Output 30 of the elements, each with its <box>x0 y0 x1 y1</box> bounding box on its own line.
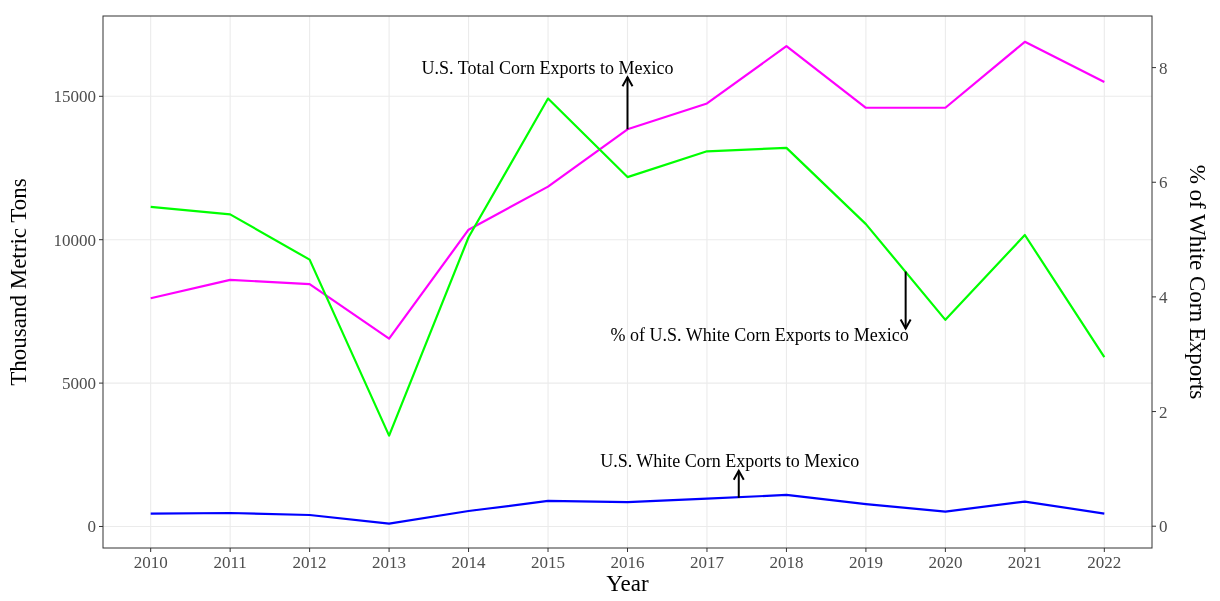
x-tick-label: 2010 <box>133 553 168 572</box>
x-tick-label: 2021 <box>1007 553 1042 572</box>
y-tick-label: 10000 <box>53 230 96 250</box>
x-tick-label: 2016 <box>610 553 645 572</box>
y-tick-label: 15000 <box>53 87 96 107</box>
annotation: U.S. White Corn Exports to Mexico <box>600 450 860 471</box>
x-tick-label: 2011 <box>213 553 247 572</box>
x-tick-label: 2017 <box>689 553 725 572</box>
line-series <box>149 493 1106 525</box>
x-tick-label: 2022 <box>1087 553 1122 572</box>
x-tick-label: 2019 <box>848 553 883 572</box>
y2-tick-label: 4 <box>1159 287 1168 307</box>
y-tick-label: 0 <box>87 517 96 537</box>
x-tick-label: 2013 <box>372 553 407 572</box>
x-tick-label: 2012 <box>292 553 327 572</box>
y2-tick-label: 8 <box>1159 58 1168 78</box>
x-axis-title: Year <box>606 571 650 596</box>
y2-tick-label: 6 <box>1159 173 1168 193</box>
y2-tick-label: 0 <box>1159 517 1168 537</box>
y-tick-label: 5000 <box>62 374 96 394</box>
y2-tick-label: 2 <box>1159 402 1168 422</box>
annotation: % of U.S. White Corn Exports to Mexico <box>610 324 909 345</box>
y-axis-title: Thousand Metric Tons <box>6 178 31 386</box>
line-series <box>149 97 1106 437</box>
x-tick-label: 2015 <box>531 553 566 572</box>
x-tick-label: 2018 <box>769 553 804 572</box>
y2-axis-title: % of White Corn Exports <box>1185 164 1210 400</box>
annotation: U.S. Total Corn Exports to Mexico <box>421 58 674 79</box>
x-tick-label: 2020 <box>928 553 963 572</box>
x-tick-label: 2014 <box>451 553 487 572</box>
